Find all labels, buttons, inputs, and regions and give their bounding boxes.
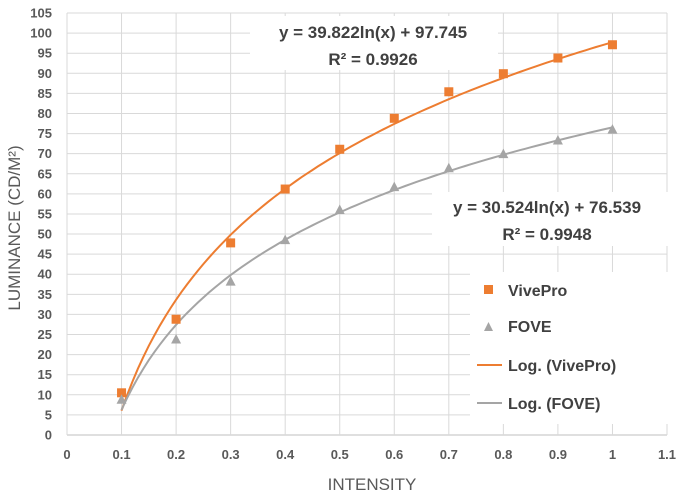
fove-point	[171, 333, 182, 344]
y-tick-label: 100	[30, 26, 52, 41]
legend-fove-label: FOVE	[508, 319, 552, 336]
vivepro-point	[444, 87, 454, 97]
fove-point	[334, 204, 345, 215]
vivepro-point	[117, 388, 127, 398]
y-tick-label: 90	[38, 66, 52, 81]
y-tick-label: 55	[38, 206, 52, 221]
fove-trendline	[120, 126, 613, 411]
fove-point	[280, 234, 291, 245]
y-tick-label: 80	[38, 106, 52, 121]
vivepro-point	[389, 113, 399, 123]
vivepro-point	[335, 144, 345, 154]
data-points	[116, 40, 618, 404]
vivepro-r-squared: R² = 0.9926	[328, 50, 417, 69]
y-tick-label: 5	[45, 407, 52, 422]
y-tick-label: 85	[38, 86, 52, 101]
vivepro-point	[171, 314, 181, 324]
x-axis-ticks: 0 0.1 0.2 0.3 0.4 0.5 0.6 0.7 0.8 0.9 1 1.1	[63, 447, 676, 462]
fove-point	[116, 394, 127, 404]
vivepro-point	[226, 238, 236, 248]
y-tick-label: 70	[38, 146, 52, 161]
trendlines	[120, 41, 613, 412]
legend-vivepro-label: VivePro	[508, 283, 568, 300]
vivepro-equation-box: y = 39.822ln(x) + 97.745 R² = 0.9926	[250, 16, 498, 70]
legend-fove-marker	[484, 322, 493, 331]
y-tick-label: 105	[30, 6, 52, 21]
vivepro-point	[280, 184, 290, 194]
x-tick-label: 0.9	[549, 447, 567, 462]
vivepro-trendline	[120, 41, 613, 412]
y-tick-label: 15	[38, 367, 52, 382]
y-axis-title: LUMINANCE (CD/M²)	[5, 145, 24, 310]
fove-point	[443, 162, 454, 173]
y-tick-label: 50	[38, 227, 52, 242]
x-tick-label: 0.4	[276, 447, 295, 462]
legend-vivepro-marker	[484, 285, 493, 294]
fove-point	[389, 181, 400, 192]
y-tick-label: 0	[45, 428, 52, 443]
y-tick-label: 30	[38, 307, 52, 322]
y-tick-label: 45	[38, 247, 52, 262]
y-tick-label: 25	[38, 327, 52, 342]
x-tick-label: 0.8	[494, 447, 512, 462]
fove-point	[552, 135, 563, 145]
x-tick-label: 0.2	[167, 447, 185, 462]
fove-point	[498, 148, 509, 159]
y-tick-label: 10	[38, 387, 52, 402]
fove-point	[607, 124, 618, 134]
vivepro-point	[607, 40, 617, 50]
fove-equation-box: y = 30.524ln(x) + 76.539 R² = 0.9948	[432, 192, 682, 246]
y-tick-label: 60	[38, 186, 52, 201]
x-tick-label: 0.7	[440, 447, 458, 462]
x-tick-label: 0	[63, 447, 70, 462]
y-tick-label: 95	[38, 46, 52, 61]
y-axis-ticks: 0 5 10 15 20 25 30 35 40 45 50 55 60 65 70 75 80 85 90 95 10…	[30, 6, 52, 443]
x-tick-label: 0.5	[331, 447, 349, 462]
fove-equation: y = 30.524ln(x) + 76.539	[453, 198, 641, 217]
x-tick-label: 1	[609, 447, 616, 462]
fove-point	[225, 276, 236, 286]
legend-log-fove-label: Log. (FOVE)	[508, 396, 600, 413]
fove-r-squared: R² = 0.9948	[502, 225, 591, 244]
x-tick-label: 1.1	[658, 447, 676, 462]
y-tick-label: 65	[38, 166, 52, 181]
y-tick-label: 75	[38, 126, 52, 141]
vivepro-equation: y = 39.822ln(x) + 97.745	[279, 23, 467, 42]
legend: VivePro FOVE Log. (VivePro) Log. (FOVE)	[470, 272, 670, 424]
x-axis-title: INTENSITY	[328, 475, 417, 494]
vivepro-point	[553, 53, 563, 63]
y-tick-label: 20	[38, 347, 52, 362]
x-tick-label: 0.6	[385, 447, 403, 462]
y-tick-label: 35	[38, 287, 52, 302]
x-tick-label: 0.3	[222, 447, 240, 462]
legend-log-vivepro-label: Log. (VivePro)	[508, 358, 616, 375]
vivepro-point	[498, 69, 508, 79]
y-tick-label: 40	[38, 267, 52, 282]
x-tick-label: 0.1	[113, 447, 131, 462]
